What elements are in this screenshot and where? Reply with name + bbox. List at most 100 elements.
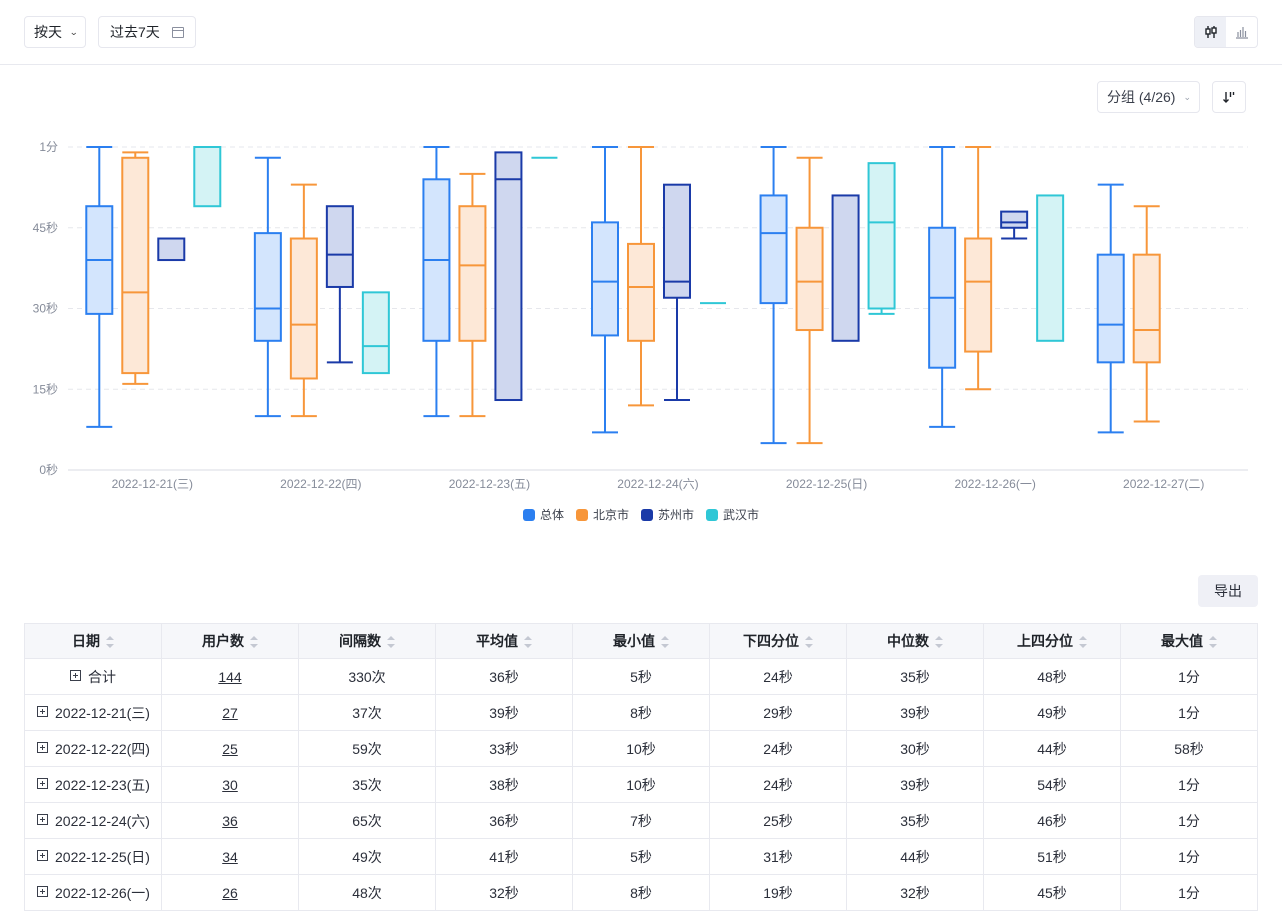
legend-item[interactable]: 武汉市 bbox=[706, 506, 759, 523]
box-北京市[interactable] bbox=[458, 172, 487, 418]
sort-arrows-icon[interactable] bbox=[805, 636, 813, 649]
legend-item[interactable]: 苏州市 bbox=[641, 506, 694, 523]
sort-arrows-icon[interactable] bbox=[250, 636, 258, 649]
box-北京市[interactable] bbox=[627, 146, 655, 407]
sort-arrows-icon[interactable] bbox=[1209, 636, 1217, 649]
chevron-down-icon: ⌄ bbox=[1183, 91, 1192, 102]
expand-plus-icon[interactable] bbox=[70, 670, 81, 682]
boxplot-view-button[interactable] bbox=[1195, 17, 1226, 47]
box-总体[interactable] bbox=[422, 146, 451, 418]
stats-table: 日期 用户数 间隔数 平均值 最小值 下四分位 中位数 上四分位 最大值 合计 144 330次 36… bbox=[24, 623, 1258, 911]
table-cell: 合计 bbox=[24, 658, 162, 695]
expand-plus-icon[interactable] bbox=[37, 850, 48, 862]
table-row: 2022-12-21(三) 27 37次 39秒 8秒 29秒 39秒 49秒 1分 bbox=[24, 694, 1258, 731]
table-cell: 30秒 bbox=[846, 730, 984, 767]
export-button[interactable]: 导出 bbox=[1198, 575, 1258, 607]
box-北京市[interactable] bbox=[289, 183, 318, 418]
date-range-picker[interactable]: 过去7天 bbox=[98, 16, 196, 48]
sort-arrows-icon[interactable] bbox=[935, 636, 943, 649]
box-北京市[interactable] bbox=[121, 151, 150, 385]
x-tick-label: 2022-12-24(六) bbox=[617, 477, 698, 491]
legend-swatch-icon bbox=[641, 508, 653, 521]
box-总体[interactable] bbox=[253, 156, 282, 418]
table-body: 合计 144 330次 36秒 5秒 24秒 35秒 48秒 1分 2022-12-21(三) 27… bbox=[24, 658, 1258, 911]
box-苏州市[interactable] bbox=[325, 205, 354, 364]
box-总体[interactable] bbox=[1096, 183, 1125, 434]
x-tick-label: 2022-12-22(四) bbox=[280, 477, 361, 491]
table-cell: 51秒 bbox=[983, 838, 1121, 875]
box-武汉市[interactable] bbox=[193, 146, 222, 208]
legend-item[interactable]: 总体 bbox=[522, 506, 564, 523]
column-header[interactable]: 间隔数 bbox=[298, 623, 436, 659]
user-count-link[interactable]: 26 bbox=[222, 884, 238, 901]
box-总体[interactable] bbox=[759, 146, 788, 445]
column-header[interactable]: 用户数 bbox=[161, 623, 299, 659]
column-header[interactable]: 平均值 bbox=[435, 623, 573, 659]
row-date-label: 2022-12-26(一) bbox=[55, 884, 150, 901]
user-count-link[interactable]: 30 bbox=[222, 776, 238, 793]
box-苏州市[interactable] bbox=[831, 194, 860, 342]
x-tick-label: 2022-12-26(一) bbox=[954, 477, 1035, 491]
column-header[interactable]: 下四分位 bbox=[709, 623, 847, 659]
group-dropdown[interactable]: 分组 (4/26) ⌄ bbox=[1097, 81, 1200, 113]
table-cell: 35次 bbox=[298, 766, 436, 803]
group-label: 分组 (4/26) bbox=[1107, 89, 1176, 105]
box-苏州市[interactable] bbox=[663, 183, 691, 402]
expand-plus-icon[interactable] bbox=[37, 706, 48, 718]
legend-item[interactable]: 北京市 bbox=[575, 506, 629, 523]
box-总体[interactable] bbox=[85, 146, 114, 428]
column-header-label: 最小值 bbox=[613, 633, 655, 649]
column-header[interactable]: 日期 bbox=[24, 623, 162, 659]
table-cell: 35秒 bbox=[846, 658, 984, 695]
user-count-link[interactable]: 27 bbox=[222, 704, 238, 721]
sort-arrows-icon[interactable] bbox=[1079, 636, 1087, 649]
table-row: 2022-12-22(四) 25 59次 33秒 10秒 24秒 30秒 44秒 58秒 bbox=[24, 730, 1258, 767]
expand-plus-icon[interactable] bbox=[37, 778, 48, 790]
x-tick-label: 2022-12-27(二) bbox=[1123, 477, 1204, 491]
table-cell: 19秒 bbox=[709, 874, 847, 911]
granularity-dropdown[interactable]: 按天 ⌄ bbox=[24, 16, 86, 48]
column-header[interactable]: 最大值 bbox=[1120, 623, 1258, 659]
sort-arrows-icon[interactable] bbox=[387, 636, 395, 649]
row-date-label: 合计 bbox=[88, 668, 116, 685]
expand-plus-icon[interactable] bbox=[37, 814, 48, 826]
column-header[interactable]: 最小值 bbox=[572, 623, 710, 659]
table-cell: 49秒 bbox=[983, 694, 1121, 731]
column-header-label: 最大值 bbox=[1161, 633, 1203, 649]
view-mode-toggle bbox=[1194, 16, 1258, 48]
box-武汉市[interactable] bbox=[1036, 194, 1065, 342]
sort-arrows-icon[interactable] bbox=[661, 636, 669, 649]
table-cell: 7秒 bbox=[572, 802, 710, 839]
box-苏州市[interactable] bbox=[1000, 210, 1029, 240]
user-count-link[interactable]: 144 bbox=[218, 668, 242, 685]
box-北京市[interactable] bbox=[964, 146, 993, 391]
box-北京市[interactable] bbox=[1132, 205, 1161, 423]
box-苏州市[interactable] bbox=[157, 237, 186, 262]
table-cell: 31秒 bbox=[709, 838, 847, 875]
table-cell: 44秒 bbox=[846, 838, 984, 875]
box-武汉市[interactable] bbox=[867, 162, 896, 315]
user-count-link[interactable]: 36 bbox=[222, 812, 238, 829]
box-武汉市[interactable] bbox=[361, 291, 390, 375]
column-header[interactable]: 上四分位 bbox=[983, 623, 1121, 659]
table-header-row: 日期 用户数 间隔数 平均值 最小值 下四分位 中位数 上四分位 最大值 bbox=[24, 623, 1258, 659]
user-count-link[interactable]: 25 bbox=[222, 740, 238, 757]
sort-arrows-icon[interactable] bbox=[524, 636, 532, 649]
column-header[interactable]: 中位数 bbox=[846, 623, 984, 659]
box-总体[interactable] bbox=[591, 146, 619, 434]
table-cell: 48次 bbox=[298, 874, 436, 911]
date-range-label: 过去7天 bbox=[110, 24, 160, 40]
sort-arrows-icon[interactable] bbox=[106, 636, 114, 649]
y-tick-label: 0秒 bbox=[39, 463, 58, 477]
user-count-link[interactable]: 34 bbox=[222, 848, 238, 865]
expand-plus-icon[interactable] bbox=[37, 742, 48, 754]
column-header-label: 上四分位 bbox=[1017, 633, 1073, 649]
box-北京市[interactable] bbox=[795, 156, 824, 445]
box-总体[interactable] bbox=[928, 146, 957, 428]
bar-view-button[interactable] bbox=[1226, 17, 1257, 47]
sort-button[interactable] bbox=[1212, 81, 1246, 113]
table-cell: 2022-12-25(日) bbox=[24, 838, 162, 875]
box-苏州市[interactable] bbox=[494, 151, 523, 402]
expand-plus-icon[interactable] bbox=[37, 886, 48, 898]
table-cell: 26 bbox=[161, 874, 299, 911]
